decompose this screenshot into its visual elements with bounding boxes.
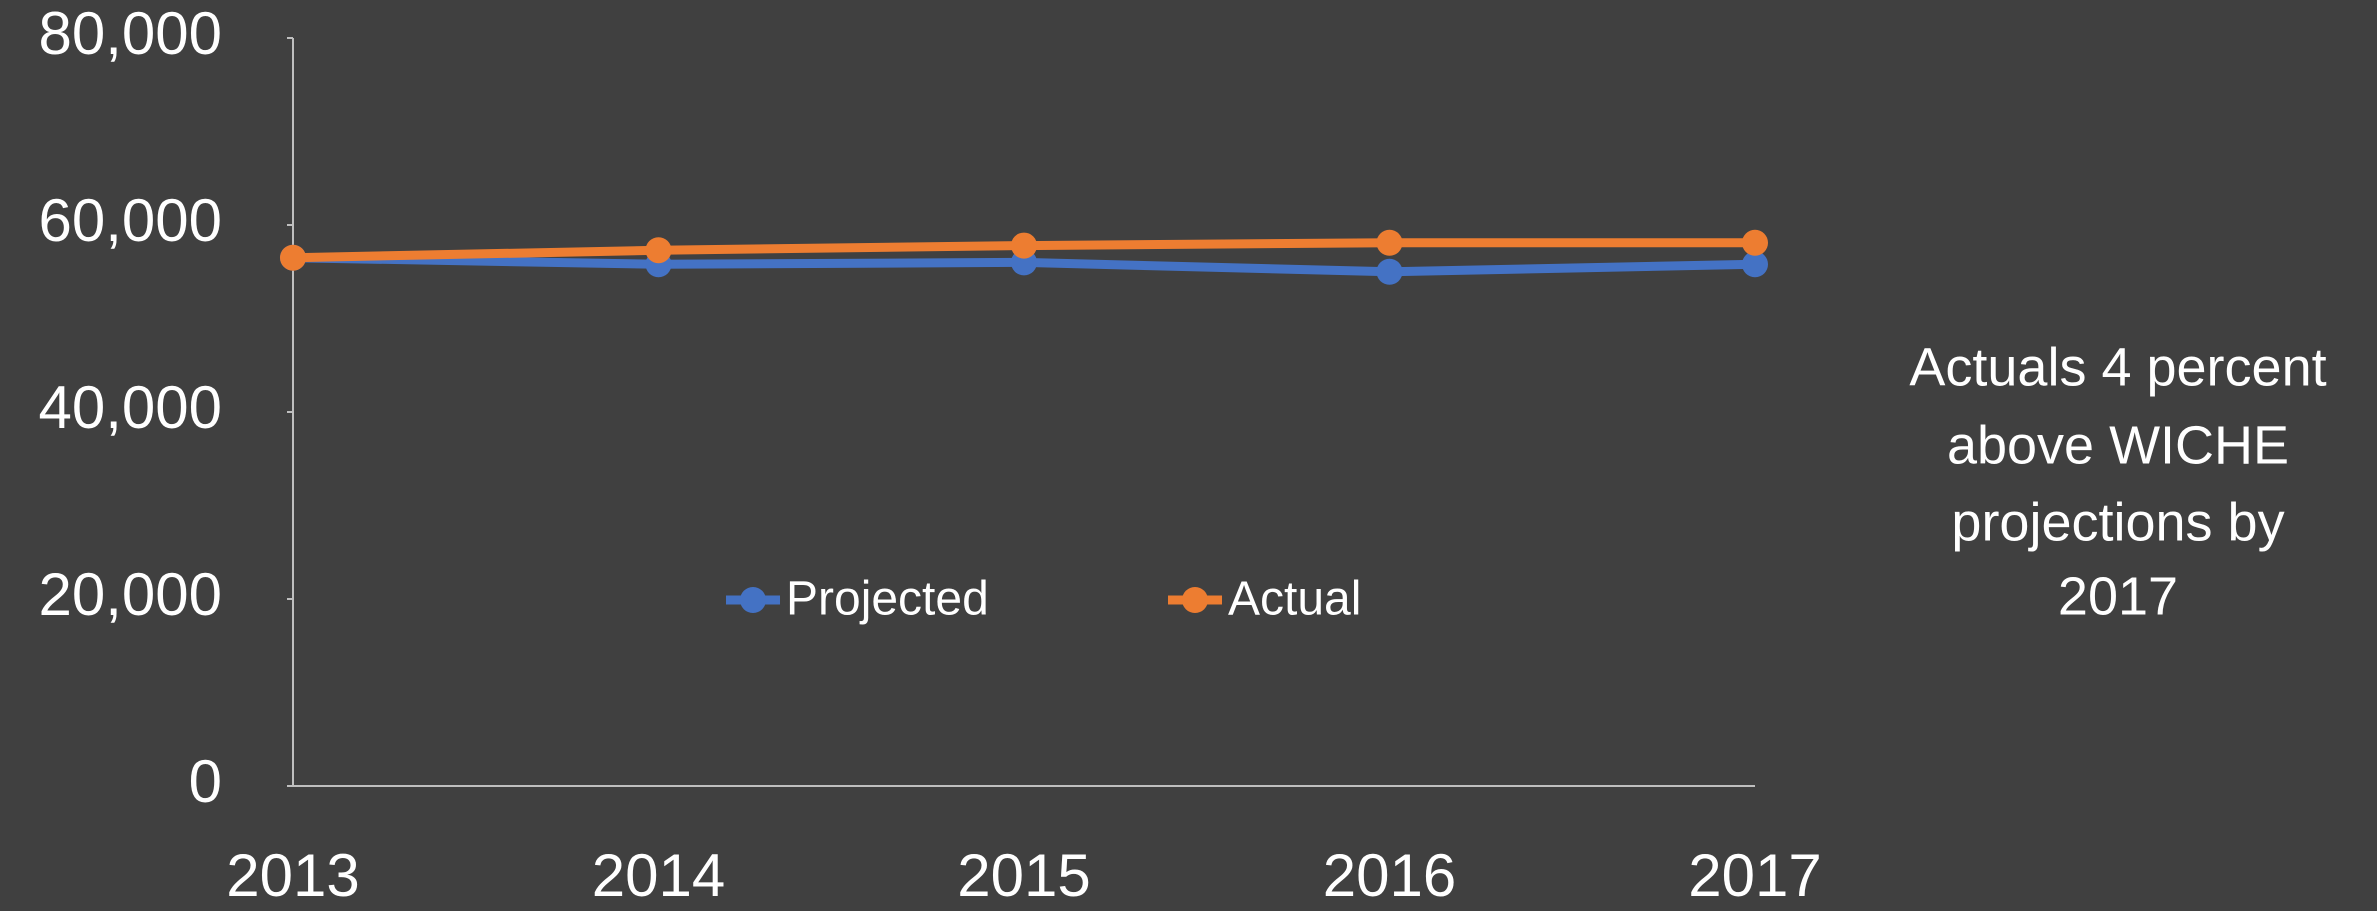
x-tick-label: 2016	[1323, 842, 1456, 909]
y-tick-label: 0	[189, 748, 222, 815]
y-tick-label: 40,000	[38, 374, 222, 441]
marker	[1742, 251, 1768, 278]
x-tick-label: 2013	[226, 842, 359, 909]
x-tick-label: 2017	[1688, 842, 1821, 909]
legend-marker	[1182, 587, 1208, 613]
marker	[1376, 258, 1403, 285]
y-tick-label: 60,000	[38, 187, 222, 254]
marker	[1742, 229, 1768, 256]
marker	[280, 244, 306, 271]
marker	[1376, 229, 1403, 256]
annotation: 2017	[2058, 566, 2178, 626]
legend-label: Actual	[1228, 573, 1361, 626]
annotation: projections by	[1951, 492, 2284, 552]
legend-label: Projected	[786, 573, 989, 626]
annotation: above WICHE	[1947, 415, 2289, 475]
x-tick-label: 2014	[592, 842, 725, 909]
marker	[645, 237, 672, 264]
legend-marker	[740, 587, 766, 613]
marker	[1011, 232, 1037, 259]
x-tick-label: 2015	[957, 842, 1090, 909]
y-tick-label: 20,000	[38, 561, 222, 628]
annotation: Actuals 4 percent	[1909, 337, 2326, 397]
y-tick-label: 80,000	[38, 0, 222, 67]
